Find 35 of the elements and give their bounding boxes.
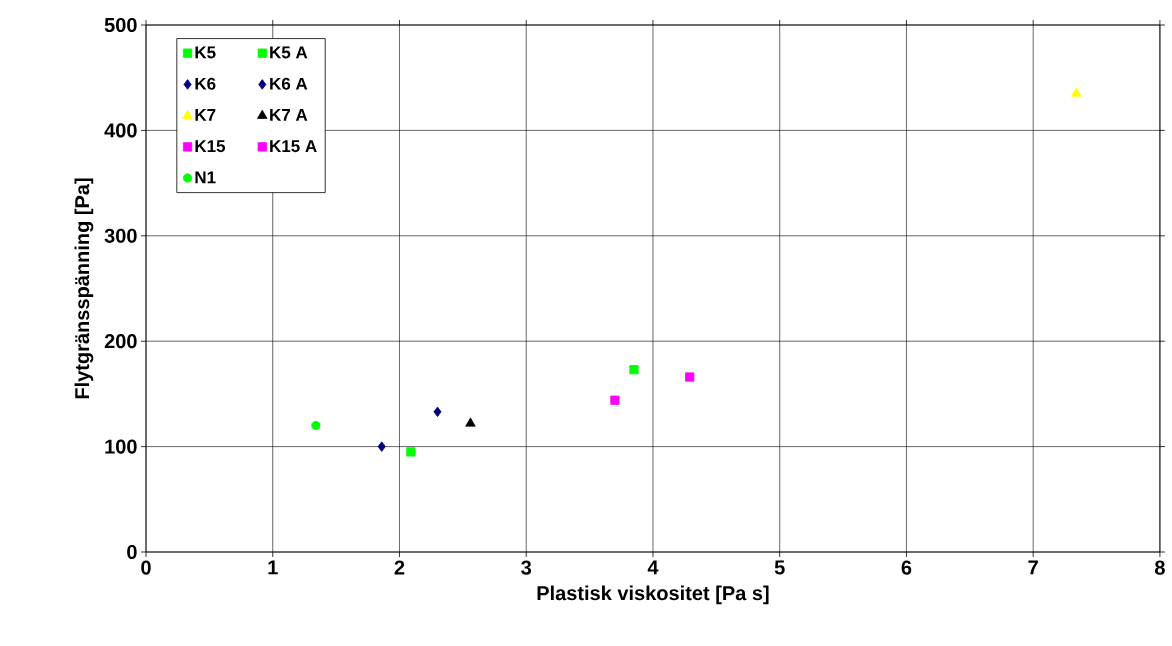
legend-label: K6 — [195, 77, 216, 90]
legend-label: K15 A — [270, 140, 317, 153]
point — [311, 420, 321, 431]
legend-label: N1 — [195, 171, 216, 184]
point — [610, 395, 620, 405]
point — [465, 417, 476, 427]
legend-label: K5 — [195, 46, 216, 59]
point — [406, 447, 416, 457]
y-tick-label: 0 — [127, 544, 137, 560]
legend-label: K7 A — [270, 109, 308, 121]
point — [377, 441, 386, 452]
y-tick-label: 500 — [104, 17, 137, 33]
x-tick-label: 6 — [901, 560, 912, 575]
x-axis-title: Plastisk viskositet [Pa s] — [537, 585, 769, 605]
y-tick-label: 400 — [104, 123, 137, 138]
point — [629, 365, 639, 375]
legend-label: K5 A — [270, 46, 308, 59]
point — [433, 406, 442, 418]
legend-label: K7 — [195, 109, 216, 121]
y-tick-label: 100 — [105, 439, 137, 454]
y-tick-label: 300 — [104, 228, 137, 243]
point — [1071, 87, 1082, 97]
point — [685, 372, 695, 382]
legend-label: K15 — [195, 140, 226, 153]
x-tick-label: 5 — [774, 560, 785, 575]
x-tick-label: 8 — [1154, 560, 1165, 575]
x-tick-label: 3 — [521, 560, 532, 575]
x-tick-label: 2 — [394, 560, 405, 575]
x-tick-label: 0 — [141, 560, 151, 575]
x-tick-label: 1 — [268, 560, 278, 575]
legend-label: K6 A — [270, 77, 308, 90]
y-axis-title: Flytgränsspänning [Pa] — [74, 178, 94, 399]
x-tick-label: 4 — [647, 560, 659, 575]
y-tick-label: 200 — [104, 334, 137, 349]
x-tick-label: 7 — [1028, 560, 1038, 575]
